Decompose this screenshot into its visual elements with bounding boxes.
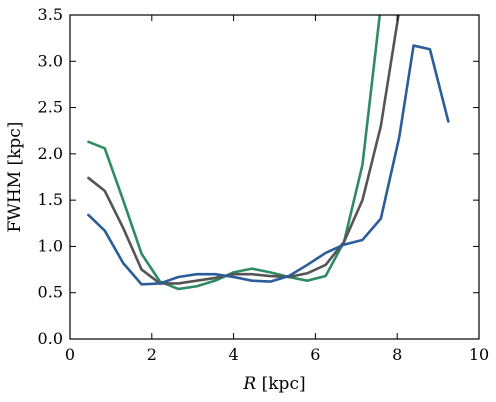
x-axis-label-unit: [kpc]: [256, 374, 305, 394]
y-tick-label: 2.5: [38, 98, 63, 117]
y-tick-label: 3.0: [38, 51, 63, 70]
y-tick-label: 1.0: [38, 236, 63, 255]
plot-frame: [69, 14, 480, 340]
y-tick-label: 0.0: [38, 329, 63, 348]
x-axis-label-symbol: R: [242, 374, 256, 394]
tick-layer: 0 2 4 6 8 10 0.0 0.5 1.0 1.5 2.0 2.5 3.0 3.5: [38, 5, 490, 364]
y-tick-label: 2.0: [38, 144, 63, 163]
y-axis-label: FWHM [kpc]: [5, 122, 25, 233]
y-tick-label: 0.5: [38, 283, 63, 302]
x-tick-label: 0: [65, 345, 75, 364]
x-tick-label: 2: [147, 345, 157, 364]
x-axis-label: R [kpc]: [242, 374, 305, 394]
x-tick-label: 4: [229, 345, 239, 364]
x-tick-label: 6: [310, 345, 320, 364]
y-tick-label: 3.5: [38, 5, 63, 24]
x-tick-label: 8: [392, 345, 402, 364]
series-line-1: [87, 15, 382, 291]
series-layer: [87, 15, 450, 291]
series-line-3: [87, 44, 450, 286]
series-line-2: [87, 15, 400, 285]
y-tick-label: 1.5: [38, 190, 63, 209]
x-tick-label: 10: [469, 345, 489, 364]
